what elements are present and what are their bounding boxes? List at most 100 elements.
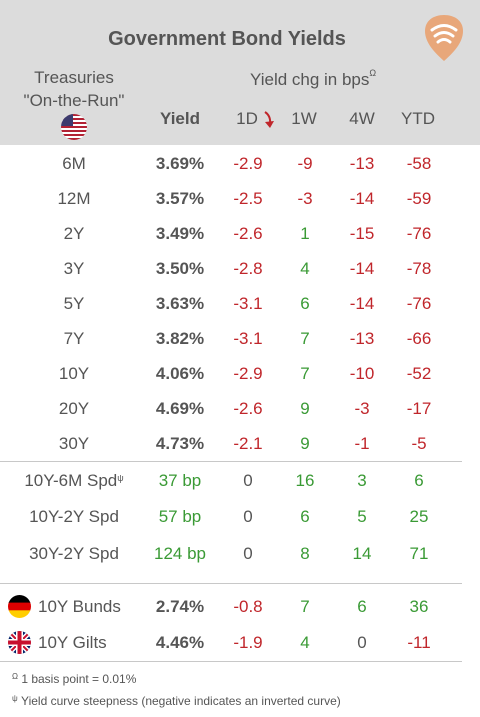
row-label: 12M [57, 189, 91, 208]
change-1w: 7 [300, 597, 310, 616]
change-ytd: -11 [407, 633, 431, 652]
change-4w: -15 [349, 224, 375, 243]
us-flag-icon [61, 114, 87, 140]
col-4w: 4W [349, 109, 375, 128]
table-row: 6M 3.69% -2.9 -9 -13 -58 [0, 146, 480, 181]
change-1d: -1.9 [233, 633, 263, 652]
yield-value: 4.06% [155, 364, 205, 383]
row-label: 30Y [58, 434, 90, 453]
row-label: 5Y [63, 294, 85, 313]
change-1d: -2.9 [233, 364, 263, 383]
spread-row: 30Y-2Y Spd 124 bp 0 8 14 71 [0, 536, 480, 571]
change-1w: 1 [300, 224, 310, 243]
change-1d: -2.5 [233, 189, 263, 208]
change-4w: 0 [357, 633, 367, 652]
change-ytd: -76 [406, 224, 432, 243]
country-row: 10Y Gilts 4.46% -1.9 4 0 -11 [0, 625, 480, 660]
change-1d: 0 [243, 507, 253, 526]
spread-row: 10Y-6M Spdψ 37 bp 0 16 3 6 [0, 463, 480, 498]
spread-value: 37 bp [158, 471, 202, 490]
change-1d: -2.9 [233, 154, 263, 173]
change-ytd: -78 [406, 259, 432, 278]
yield-value: 3.63% [155, 294, 205, 313]
change-1d: -0.8 [233, 597, 263, 616]
col-1d: 1D [236, 109, 258, 128]
table-row: 7Y 3.82% -3.1 7 -13 -66 [0, 321, 480, 356]
yield-change-label: Yield chg in bpsΩ [250, 68, 377, 89]
row-label: 10Y [58, 364, 90, 383]
change-ytd: 71 [409, 544, 429, 563]
change-ytd: -17 [406, 399, 432, 418]
footnote-curve-steepness: ψ Yield curve steepness (negative indica… [12, 694, 341, 708]
change-1w: 6 [300, 507, 310, 526]
table-row: 20Y 4.69% -2.6 9 -3 -17 [0, 391, 480, 426]
change-1w: 9 [300, 434, 310, 453]
yield-value: 3.69% [155, 154, 205, 173]
yield-value: 3.50% [155, 259, 205, 278]
row-label: 3Y [63, 259, 85, 278]
yield-value: 3.49% [155, 224, 205, 243]
change-1w: 6 [300, 294, 310, 313]
footnote-basis-point: Ω 1 basis point = 0.01% [12, 672, 137, 686]
change-4w: 5 [357, 507, 367, 526]
change-1w: 7 [300, 329, 310, 348]
change-1d: 0 [243, 544, 253, 563]
change-4w: -14 [349, 259, 375, 278]
yield-value: 4.46% [155, 633, 205, 652]
divider [0, 661, 462, 662]
spread-value: 124 bp [154, 544, 206, 563]
row-label: 10Y-6M Spdψ [24, 471, 124, 490]
table-row: 10Y 4.06% -2.9 7 -10 -52 [0, 356, 480, 391]
table-row: 5Y 3.63% -3.1 6 -14 -76 [0, 286, 480, 321]
change-4w: -1 [354, 434, 370, 453]
change-1d: -2.8 [233, 259, 263, 278]
germany-flag-icon [8, 595, 31, 618]
country-row: 10Y Bunds 2.74% -0.8 7 6 36 [0, 589, 480, 624]
treasuries-label: Treasuries "On-the-Run" [23, 68, 125, 110]
change-4w: -3 [354, 399, 370, 418]
change-1w: 4 [300, 633, 310, 652]
yield-value: 4.69% [155, 399, 205, 418]
row-label: 2Y [63, 224, 85, 243]
change-4w: 6 [357, 597, 367, 616]
row-label: 30Y-2Y Spd [29, 544, 119, 563]
divider [0, 461, 462, 462]
table-row: 2Y 3.49% -2.6 1 -15 -76 [0, 216, 480, 251]
change-1d: -3.1 [233, 294, 263, 313]
row-label: 10Y Gilts [38, 633, 107, 652]
change-1w: 9 [300, 399, 310, 418]
change-4w: -10 [349, 364, 375, 383]
change-4w: -13 [349, 154, 375, 173]
change-1w: -9 [297, 154, 313, 173]
change-1d: -2.1 [233, 434, 263, 453]
row-label: 6M [62, 154, 86, 173]
page-title: Government Bond Yields [108, 28, 346, 50]
table-row: 3Y 3.50% -2.8 4 -14 -78 [0, 251, 480, 286]
change-ytd: -76 [406, 294, 432, 313]
spread-value: 57 bp [158, 507, 202, 526]
change-1w: 4 [300, 259, 310, 278]
change-4w: -13 [349, 329, 375, 348]
change-4w: 3 [357, 471, 367, 490]
change-4w: -14 [349, 189, 375, 208]
row-label: 7Y [63, 329, 85, 348]
change-4w: 14 [352, 544, 372, 563]
change-ytd: -52 [406, 364, 432, 383]
col-1w: 1W [291, 109, 317, 128]
change-1w: 8 [300, 544, 310, 563]
logo-icon [425, 15, 463, 61]
change-1d: -2.6 [233, 399, 263, 418]
col-yield: Yield [160, 109, 200, 128]
change-ytd: -59 [406, 189, 432, 208]
change-4w: -14 [349, 294, 375, 313]
change-ytd: 25 [409, 507, 429, 526]
col-ytd: YTD [401, 109, 435, 128]
row-label: 20Y [58, 399, 90, 418]
table-row: 12M 3.57% -2.5 -3 -14 -59 [0, 181, 480, 216]
spread-row: 10Y-2Y Spd 57 bp 0 6 5 25 [0, 499, 480, 534]
change-1w: -3 [297, 189, 313, 208]
row-label: 10Y-2Y Spd [29, 507, 119, 526]
uk-flag-icon [8, 631, 31, 654]
row-label: 10Y Bunds [38, 597, 121, 616]
change-ytd: 6 [414, 471, 424, 490]
